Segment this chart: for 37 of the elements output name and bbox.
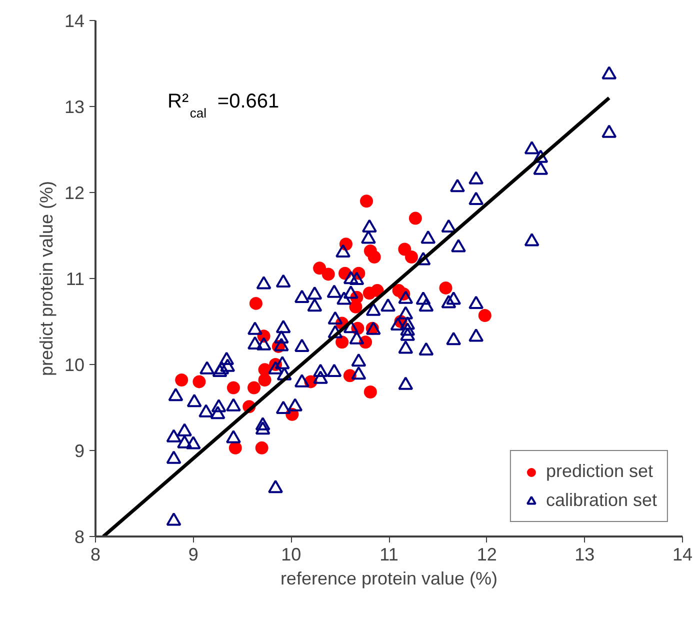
legend-label: calibration set: [546, 490, 657, 511]
point: [249, 296, 262, 310]
x-axis-title: reference protein value (%): [280, 568, 498, 588]
point: [247, 381, 260, 394]
point: [360, 194, 373, 208]
y-tick-label: 13: [64, 97, 85, 117]
x-tick-label: 9: [188, 544, 198, 564]
point: [322, 268, 335, 281]
point: [405, 250, 418, 264]
point: [175, 373, 188, 386]
point: [368, 250, 381, 264]
x-tick-label: 8: [90, 544, 101, 564]
point: [439, 281, 452, 294]
y-tick-label: 10: [64, 355, 85, 375]
x-tick-label: 14: [672, 544, 693, 564]
x-tick-label: 12: [476, 544, 497, 564]
point: [364, 386, 377, 399]
point: [336, 336, 349, 349]
y-tick-label: 8: [74, 527, 85, 547]
point: [313, 262, 326, 275]
point: [258, 373, 272, 386]
y-tick-label: 14: [64, 11, 85, 31]
point: [255, 441, 268, 454]
point: [192, 375, 206, 388]
x-tick-label: 13: [574, 544, 595, 564]
x-tick-label: 11: [380, 544, 398, 564]
y-tick-label: 9: [74, 441, 85, 461]
point: [370, 284, 384, 298]
point: [408, 212, 422, 225]
x-tick-label: 10: [281, 544, 302, 564]
y-axis-title: predict protein value (%): [36, 180, 56, 376]
legend-label: prediction set: [546, 461, 653, 482]
y-tick-label: 12: [64, 183, 85, 203]
point: [228, 441, 242, 454]
point: [226, 381, 240, 394]
y-tick-label: 11: [66, 269, 84, 289]
point: [478, 308, 492, 322]
